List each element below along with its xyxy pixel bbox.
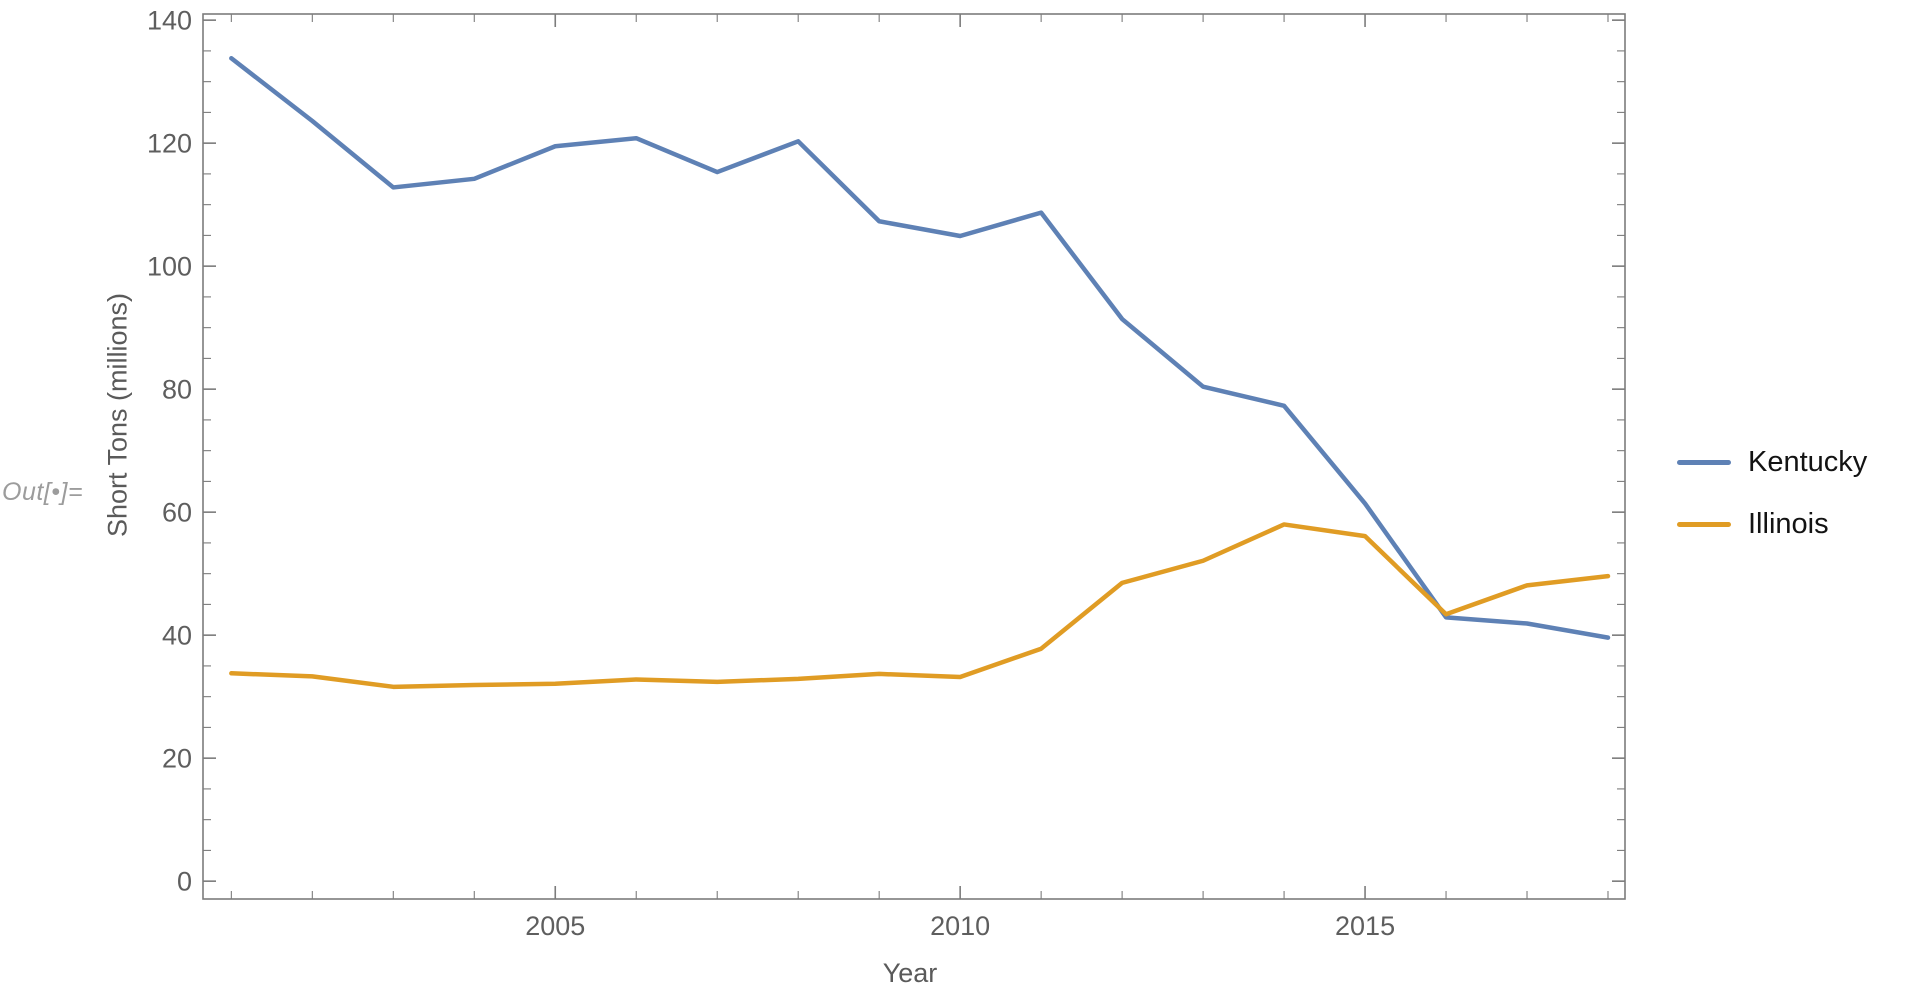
x-tick-label: 2005 [525, 911, 585, 941]
kentucky-line-swatch-icon [1677, 459, 1731, 465]
y-tick-label: 140 [147, 6, 192, 36]
legend-label-illinois: Illinois [1748, 507, 1829, 540]
x-tick-label: 2010 [930, 911, 990, 941]
y-tick-label: 80 [162, 375, 192, 405]
illinois-line-swatch-icon [1677, 521, 1731, 527]
x-tick-label: 2015 [1335, 911, 1395, 941]
legend: Kentucky Illinois [1677, 445, 1867, 541]
notebook-out-label: Out[•]= [2, 478, 84, 506]
x-axis-title: Year [882, 958, 938, 988]
legend-label-kentucky: Kentucky [1748, 445, 1868, 478]
legend-entry-illinois: Illinois [1677, 507, 1867, 541]
plot-frame [202, 13, 1626, 900]
y-tick-label: 40 [162, 621, 192, 651]
y-tick-label: 20 [162, 744, 192, 774]
y-tick-label: 60 [162, 498, 192, 528]
y-tick-label: 100 [147, 252, 192, 282]
y-tick-label: 120 [147, 129, 192, 159]
legend-entry-kentucky: Kentucky [1677, 445, 1867, 479]
series-line-kentucky [229, 56, 1611, 640]
series-line-illinois [229, 522, 1611, 690]
y-tick-label: 0 [177, 867, 192, 897]
